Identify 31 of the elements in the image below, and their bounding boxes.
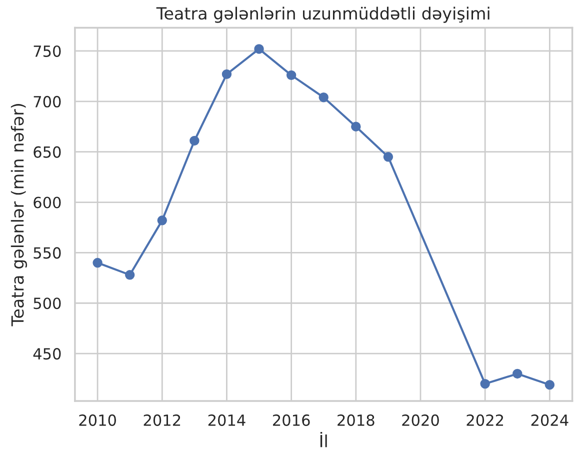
chart-title: Teatra gələnlərin uzunmüddətli dəyişimi bbox=[156, 6, 490, 23]
x-tick-label: 2012 bbox=[144, 414, 180, 426]
point bbox=[190, 136, 200, 146]
point bbox=[544, 380, 555, 390]
point bbox=[124, 270, 135, 280]
point bbox=[480, 378, 490, 389]
point bbox=[157, 216, 168, 226]
y-tick-label: 750 bbox=[34, 45, 61, 57]
x-tick-label: 2014 bbox=[208, 414, 246, 426]
y-tick-label: 650 bbox=[34, 146, 61, 158]
x-tick-label: 2024 bbox=[531, 414, 568, 426]
point bbox=[351, 122, 361, 132]
y-axis-title: Teatra gələnlər (min nəfər) bbox=[10, 104, 28, 326]
y-tick-label: 450 bbox=[33, 348, 61, 360]
y-tick-label: 550 bbox=[34, 247, 61, 259]
point bbox=[383, 152, 394, 162]
point bbox=[254, 44, 264, 54]
y-tick-label: 500 bbox=[34, 298, 61, 310]
point bbox=[92, 258, 102, 268]
point bbox=[222, 69, 232, 80]
x-tick-label: 2018 bbox=[338, 414, 374, 426]
x-axis-title: İl bbox=[320, 432, 327, 448]
point bbox=[286, 70, 296, 80]
y-tick-label: 600 bbox=[34, 196, 61, 208]
x-tick-label: 2010 bbox=[79, 414, 116, 426]
y-tick-label: 700 bbox=[34, 96, 61, 108]
x-tick-label: 2016 bbox=[273, 414, 310, 426]
point bbox=[512, 368, 522, 379]
point bbox=[318, 92, 328, 102]
x-tick-label: 2022 bbox=[466, 414, 503, 426]
x-tick-label: 2020 bbox=[402, 414, 439, 426]
